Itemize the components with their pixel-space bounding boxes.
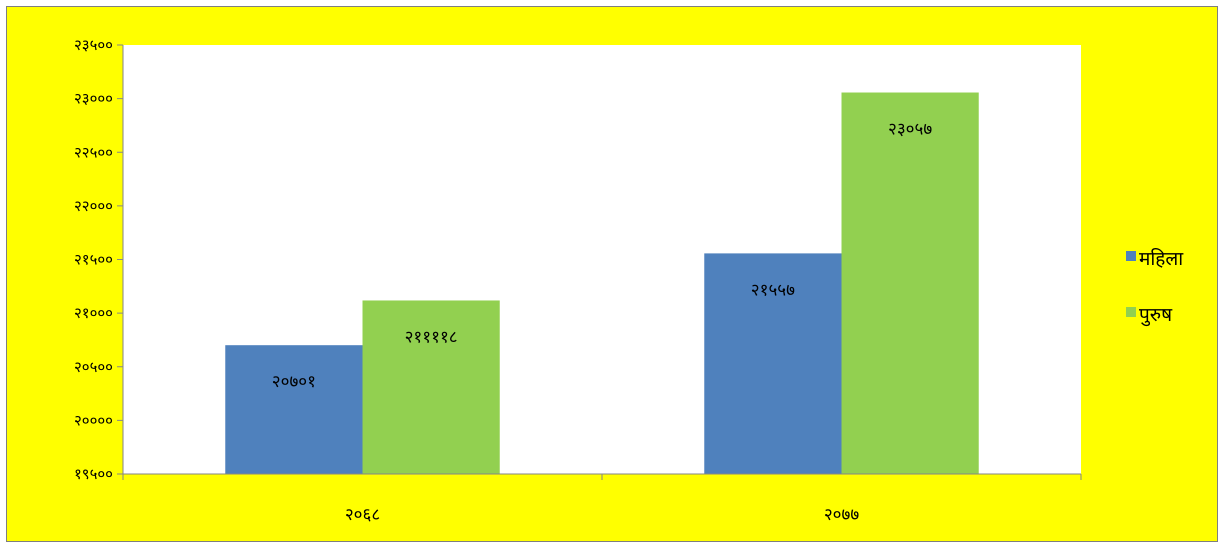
y-tick-label: २३५०० (74, 36, 113, 54)
bar (841, 92, 979, 474)
labels-layer: २०७०१ २१५५७ २११११८ २३०५७ (272, 120, 933, 393)
legend-label: पुरुष (1139, 304, 1173, 327)
data-label: २१५५७ (751, 280, 795, 300)
y-tick-label: २२५०० (74, 143, 113, 161)
x-category-label: २०७७ (824, 505, 860, 525)
bars-layer (225, 92, 979, 474)
chart-frame: १९५०० २०००० २०५०० २१००० २१५०० २२००० २२५०० २३०००… (6, 6, 1218, 542)
bar (225, 345, 363, 474)
y-tick-label: २१००० (74, 304, 113, 322)
legend-swatch (1126, 251, 1136, 261)
legend: महिला पुरुष (1126, 247, 1184, 327)
y-tick-label: २१५०० (74, 251, 113, 269)
y-tick-label: १९५०० (74, 465, 113, 483)
y-tick-label: २०५०० (74, 358, 113, 376)
y-tick-label: २०००० (74, 411, 113, 429)
bar-chart: १९५०० २०००० २०५०० २१००० २१५०० २२००० २२५०० २३०००… (7, 7, 1217, 541)
y-tick-label: २३००० (74, 90, 113, 108)
data-label: २३०५७ (888, 120, 932, 140)
bar (704, 253, 842, 474)
legend-label: महिला (1139, 247, 1184, 270)
x-category-label: २०६८ (345, 505, 380, 525)
y-tick-label: २२००० (74, 197, 113, 215)
legend-swatch (1126, 307, 1136, 317)
bar (362, 300, 500, 474)
data-label: २११११८ (405, 327, 458, 347)
axes-layer: १९५०० २०००० २०५०० २१००० २१५०० २२००० २२५०० २३०००… (74, 36, 1082, 525)
data-label: २०७०१ (272, 372, 316, 392)
